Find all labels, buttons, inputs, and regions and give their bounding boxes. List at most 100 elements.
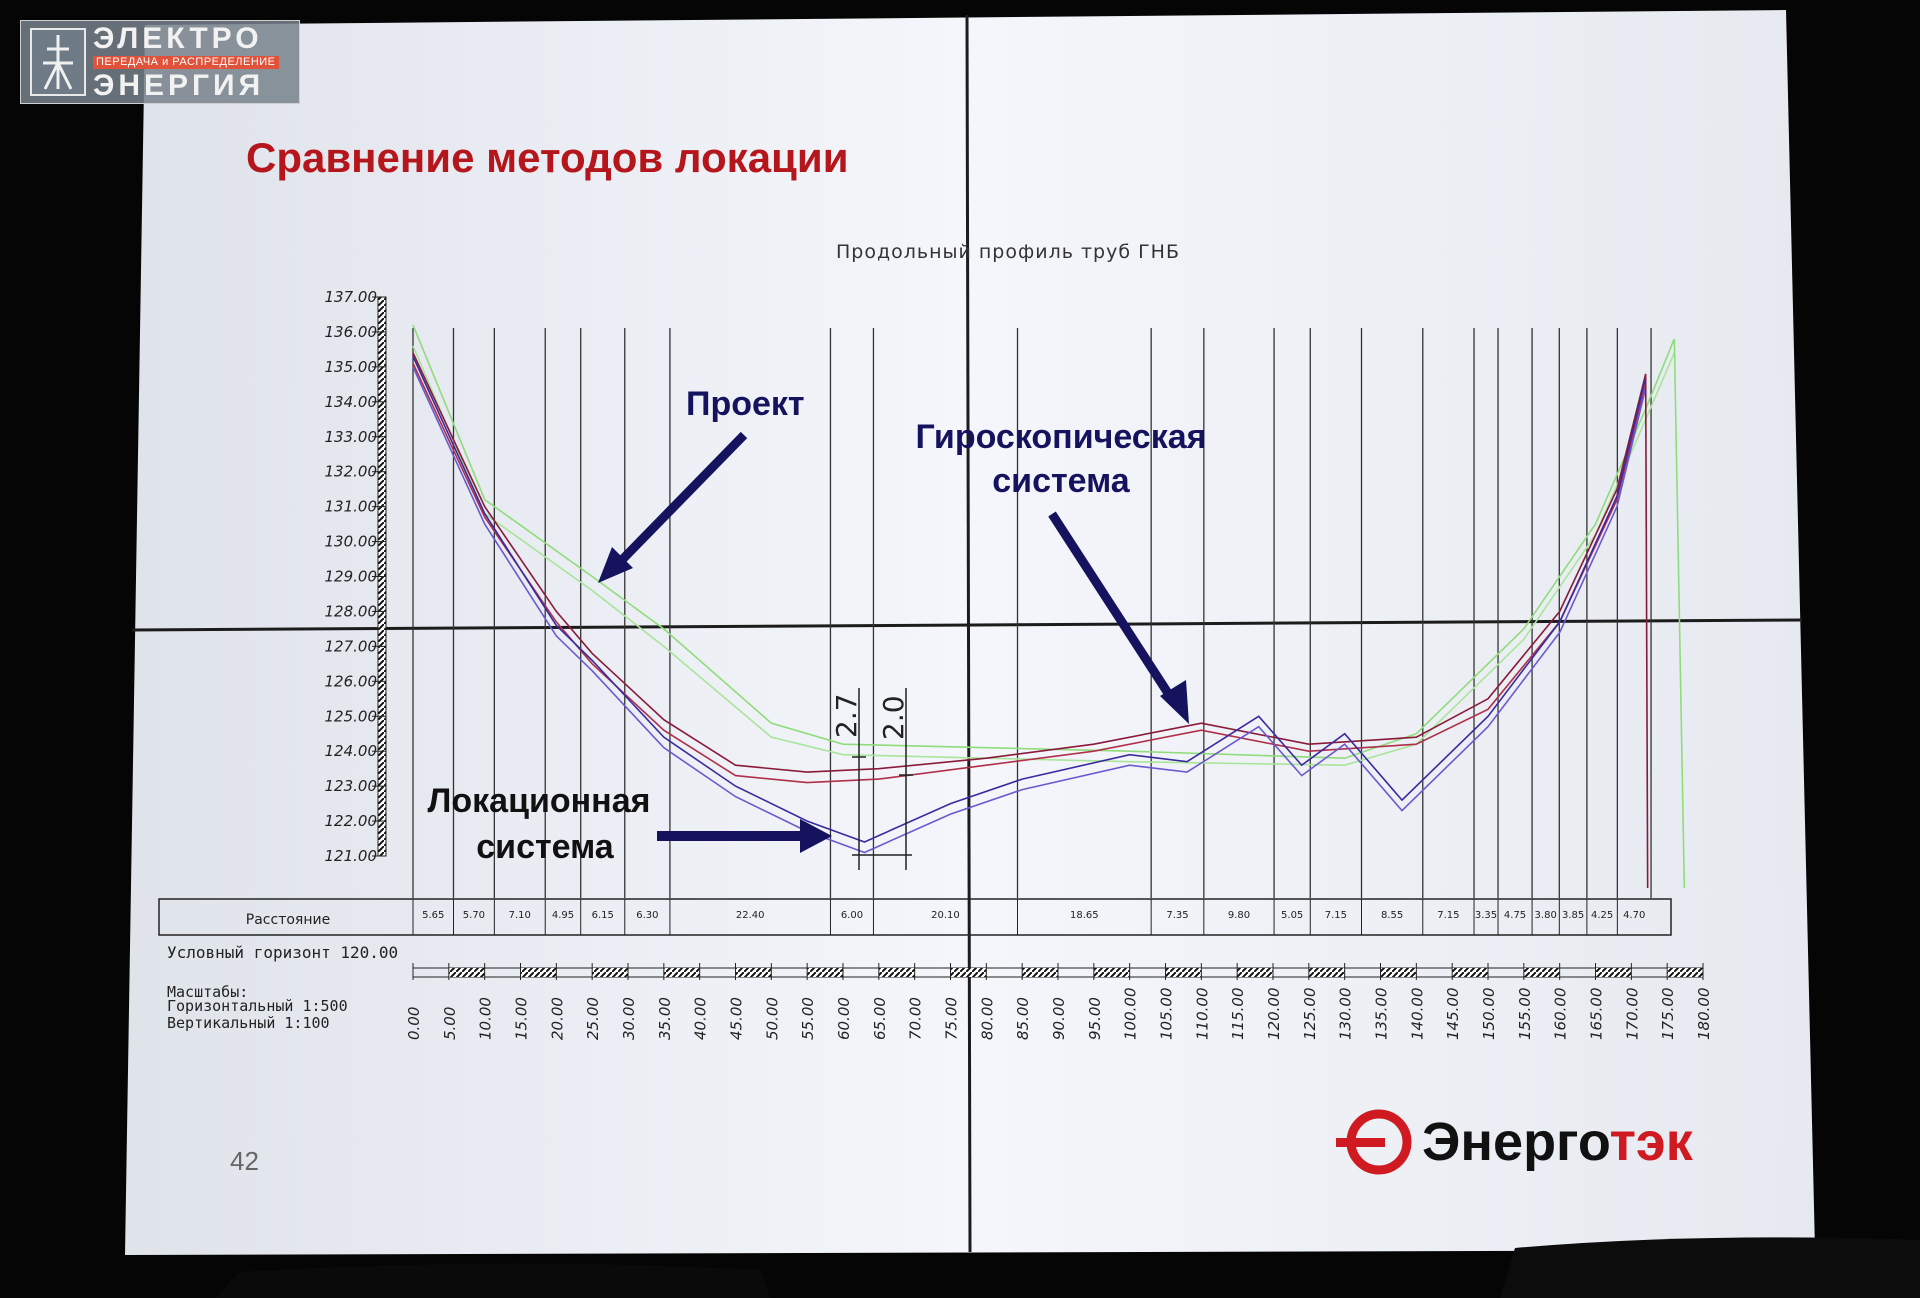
x-tick-label: 75.00 xyxy=(943,997,961,1040)
x-axis: 0.00 5.00 10.00 15.00 20.00 25.00 30.00 35.00 40… xyxy=(405,963,1713,1040)
x-axis-segment xyxy=(1022,968,1058,977)
watermark: ЭЛЕКТРО ПЕРЕДАЧА и РАСПРЕДЕЛЕНИЕ ЭНЕРГИЯ xyxy=(20,20,300,104)
x-axis-segment xyxy=(592,968,628,977)
x-axis-segment xyxy=(878,968,915,977)
x-axis-segment xyxy=(1452,968,1488,977)
x-tick-label: 40.00 xyxy=(692,997,710,1040)
y-tick-label: 135.00 xyxy=(325,358,378,376)
x-tick-label: 0.00 xyxy=(405,1007,423,1040)
x-axis-segment xyxy=(663,968,700,977)
video-wall xyxy=(125,10,1815,1255)
x-tick-label: 80.00 xyxy=(978,997,996,1040)
distance-value: 3.85 xyxy=(1562,910,1584,921)
distance-value: 20.10 xyxy=(931,910,960,921)
x-tick-label: 35.00 xyxy=(656,997,674,1040)
scale-horizontal: Горизонтальный 1:500 xyxy=(167,997,348,1015)
watermark-line2: ПЕРЕДАЧА и РАСПРЕДЕЛЕНИЕ xyxy=(93,55,279,69)
x-tick-label: 110.00 xyxy=(1193,988,1211,1041)
foreground-silhouette-left xyxy=(215,1263,770,1298)
series-line-2 xyxy=(412,345,1676,767)
drawing-subtitle: Продольный профиль труб ГНБ xyxy=(836,241,1180,263)
y-tick-label: 137.00 xyxy=(325,288,378,306)
distance-value: 4.95 xyxy=(552,910,574,921)
y-tick-label: 133.00 xyxy=(325,428,378,446)
distance-value: 22.40 xyxy=(736,910,765,921)
x-axis-segment xyxy=(1667,968,1703,977)
x-axis-segment xyxy=(520,968,557,977)
x-tick-label: 160.00 xyxy=(1552,988,1570,1041)
annotation-gyro-line2: система xyxy=(992,462,1131,500)
x-tick-label: 105.00 xyxy=(1158,988,1176,1041)
series-line-3 xyxy=(412,352,1647,773)
distance-value: 6.00 xyxy=(841,910,863,921)
watermark-line3: ЭНЕРГИЯ xyxy=(93,68,265,102)
series-line-5 xyxy=(412,356,1647,843)
x-tick-label: 65.00 xyxy=(871,997,889,1040)
y-tick-label: 126.00 xyxy=(325,672,378,690)
distance-value: 18.65 xyxy=(1070,910,1099,921)
x-axis-segment xyxy=(1093,968,1130,977)
brand-part2: тэк xyxy=(1609,1112,1693,1172)
x-tick-label: 60.00 xyxy=(835,997,853,1040)
distance-value: 4.70 xyxy=(1623,910,1645,921)
brand-wordmark: Энерготэк xyxy=(1422,1112,1694,1172)
y-tick-label: 121.00 xyxy=(325,847,378,865)
wall-seam-vertical xyxy=(965,14,972,1253)
dimension-label-2: 2.0 xyxy=(877,695,910,740)
x-tick-label: 140.00 xyxy=(1408,988,1426,1041)
x-axis-segment xyxy=(1523,968,1560,977)
y-tick-label: 136.00 xyxy=(325,323,378,341)
x-tick-label: 100.00 xyxy=(1122,988,1140,1041)
wall-seam-horizontal xyxy=(131,618,1803,632)
scale-vertical: Вертикальный 1:100 xyxy=(167,1014,330,1032)
watermark-logo-icon xyxy=(30,28,86,96)
x-axis-segment xyxy=(1595,968,1632,977)
y-tick-label: 125.00 xyxy=(325,707,378,725)
x-tick-label: 180.00 xyxy=(1695,988,1713,1041)
x-tick-label: 85.00 xyxy=(1014,997,1032,1040)
dimension-label-1: 2.7 xyxy=(830,693,863,738)
x-tick-label: 5.00 xyxy=(441,1007,459,1040)
series-end-drop xyxy=(1673,338,1686,889)
annotation-arrows xyxy=(598,431,1189,853)
distance-value: 5.05 xyxy=(1281,910,1303,921)
brand-logo-icon xyxy=(1336,1109,1412,1175)
x-tick-label: 165.00 xyxy=(1588,988,1606,1041)
distance-value: 5.70 xyxy=(463,910,485,921)
brand-part1: Энерго xyxy=(1422,1112,1609,1172)
x-axis-segment xyxy=(735,968,772,977)
distance-label: Расстояние xyxy=(246,912,330,928)
x-tick-label: 45.00 xyxy=(728,997,746,1040)
x-tick-label: 55.00 xyxy=(799,997,817,1040)
x-axis-segment xyxy=(1237,968,1273,977)
y-tick-label: 124.00 xyxy=(325,742,378,760)
series-line-6 xyxy=(412,366,1647,854)
series-end-drop xyxy=(1644,373,1649,889)
y-axis: 137.00 136.00 135.00 134.00 133.00 132.00 131.… xyxy=(325,288,387,865)
slide-title: Сравнение методов локации xyxy=(246,134,849,181)
x-tick-label: 95.00 xyxy=(1086,997,1104,1040)
distance-value: 7.15 xyxy=(1325,910,1347,921)
annotation-gyro-line1: Гироскопическая xyxy=(916,418,1207,456)
x-tick-label: 170.00 xyxy=(1623,988,1641,1041)
annotation-project: Проект xyxy=(686,385,805,423)
distance-value: 3.35 xyxy=(1475,910,1497,921)
distance-value: 7.35 xyxy=(1166,910,1188,921)
distance-value: 9.80 xyxy=(1228,910,1250,921)
annotation-loc-line2: система xyxy=(476,828,615,866)
distance-value: 7.10 xyxy=(509,910,531,921)
x-tick-label: 175.00 xyxy=(1659,988,1677,1041)
x-axis-segment xyxy=(448,968,485,977)
y-tick-label: 130.00 xyxy=(325,533,378,551)
distance-value: 4.75 xyxy=(1504,910,1526,921)
y-tick-label: 131.00 xyxy=(325,498,378,516)
scales-title: Масштабы: xyxy=(167,983,248,1001)
x-tick-label: 135.00 xyxy=(1373,988,1391,1041)
distance-value: 7.15 xyxy=(1437,910,1459,921)
x-tick-label: 125.00 xyxy=(1301,988,1319,1041)
x-tick-label: 130.00 xyxy=(1337,988,1355,1041)
x-tick-label: 10.00 xyxy=(477,997,495,1040)
distance-value: 5.65 xyxy=(422,910,444,921)
profile-curves xyxy=(412,324,1686,889)
